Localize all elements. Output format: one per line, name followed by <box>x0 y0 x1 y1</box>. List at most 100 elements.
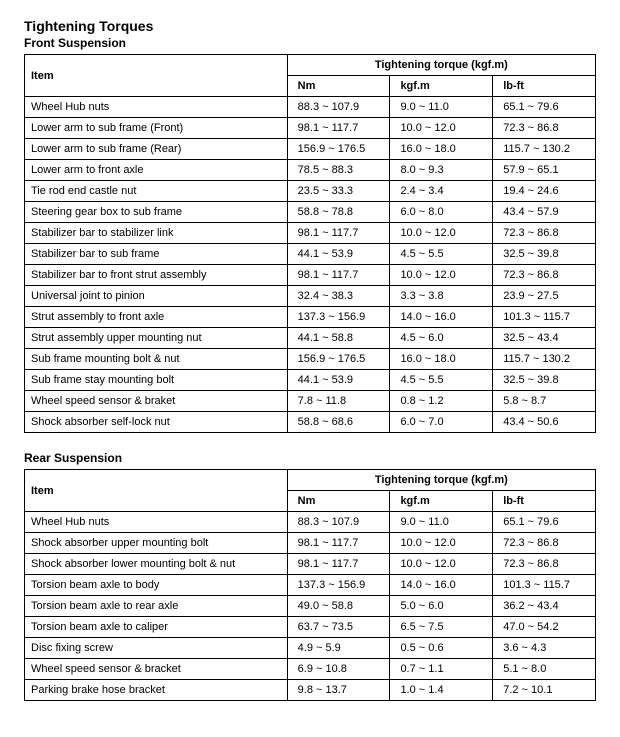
table-row: Tie rod end castle nut23.5 ~ 33.32.4 ~ 3… <box>25 181 596 202</box>
cell-nm: 98.1 ~ 117.7 <box>287 265 390 286</box>
cell-nm: 98.1 ~ 117.7 <box>287 533 390 554</box>
table-row: Lower arm to sub frame (Front)98.1 ~ 117… <box>25 118 596 139</box>
table-row: Shock absorber self-lock nut58.8 ~ 68.66… <box>25 412 596 433</box>
col-header-item: Item <box>25 470 288 512</box>
cell-item: Parking brake hose bracket <box>25 680 288 701</box>
cell-item: Torsion beam axle to rear axle <box>25 596 288 617</box>
cell-lbft: 32.5 ~ 39.8 <box>493 244 596 265</box>
cell-kgfm: 9.0 ~ 11.0 <box>390 97 493 118</box>
cell-lbft: 7.2 ~ 10.1 <box>493 680 596 701</box>
cell-lbft: 19.4 ~ 24.6 <box>493 181 596 202</box>
cell-item: Strut assembly to front axle <box>25 307 288 328</box>
cell-item: Wheel Hub nuts <box>25 512 288 533</box>
cell-kgfm: 10.0 ~ 12.0 <box>390 118 493 139</box>
cell-nm: 156.9 ~ 176.5 <box>287 139 390 160</box>
cell-item: Shock absorber self-lock nut <box>25 412 288 433</box>
cell-lbft: 72.3 ~ 86.8 <box>493 265 596 286</box>
cell-kgfm: 16.0 ~ 18.0 <box>390 349 493 370</box>
cell-lbft: 57.9 ~ 65.1 <box>493 160 596 181</box>
cell-lbft: 72.3 ~ 86.8 <box>493 118 596 139</box>
cell-lbft: 36.2 ~ 43.4 <box>493 596 596 617</box>
cell-lbft: 115.7 ~ 130.2 <box>493 349 596 370</box>
cell-kgfm: 16.0 ~ 18.0 <box>390 139 493 160</box>
col-header-item: Item <box>25 55 288 97</box>
cell-lbft: 43.4 ~ 57.9 <box>493 202 596 223</box>
cell-nm: 9.8 ~ 13.7 <box>287 680 390 701</box>
cell-nm: 88.3 ~ 107.9 <box>287 512 390 533</box>
cell-kgfm: 6.0 ~ 7.0 <box>390 412 493 433</box>
cell-item: Wheel Hub nuts <box>25 97 288 118</box>
cell-lbft: 72.3 ~ 86.8 <box>493 533 596 554</box>
cell-lbft: 32.5 ~ 39.8 <box>493 370 596 391</box>
cell-lbft: 47.0 ~ 54.2 <box>493 617 596 638</box>
table-row: Stabilizer bar to stabilizer link98.1 ~ … <box>25 223 596 244</box>
cell-kgfm: 4.5 ~ 6.0 <box>390 328 493 349</box>
cell-lbft: 101.3 ~ 115.7 <box>493 575 596 596</box>
cell-kgfm: 3.3 ~ 3.8 <box>390 286 493 307</box>
cell-item: Lower arm to sub frame (Rear) <box>25 139 288 160</box>
table-row: Strut assembly upper mounting nut44.1 ~ … <box>25 328 596 349</box>
cell-kgfm: 4.5 ~ 5.5 <box>390 244 493 265</box>
cell-item: Torsion beam axle to caliper <box>25 617 288 638</box>
cell-kgfm: 14.0 ~ 16.0 <box>390 575 493 596</box>
cell-nm: 88.3 ~ 107.9 <box>287 97 390 118</box>
cell-kgfm: 4.5 ~ 5.5 <box>390 370 493 391</box>
section-title: Rear Suspension <box>24 451 596 465</box>
cell-item: Tie rod end castle nut <box>25 181 288 202</box>
cell-nm: 44.1 ~ 53.9 <box>287 244 390 265</box>
cell-item: Torsion beam axle to body <box>25 575 288 596</box>
table-row: Wheel speed sensor & bracket6.9 ~ 10.80.… <box>25 659 596 680</box>
cell-lbft: 65.1 ~ 79.6 <box>493 512 596 533</box>
table-row: Sub frame mounting bolt & nut156.9 ~ 176… <box>25 349 596 370</box>
cell-lbft: 72.3 ~ 86.8 <box>493 223 596 244</box>
table-row: Wheel Hub nuts88.3 ~ 107.99.0 ~ 11.065.1… <box>25 512 596 533</box>
col-header-group: Tightening torque (kgf.m) <box>287 470 595 491</box>
cell-nm: 137.3 ~ 156.9 <box>287 307 390 328</box>
cell-lbft: 43.4 ~ 50.6 <box>493 412 596 433</box>
table-row: Torsion beam axle to rear axle49.0 ~ 58.… <box>25 596 596 617</box>
cell-item: Stabilizer bar to stabilizer link <box>25 223 288 244</box>
table-row: Sub frame stay mounting bolt44.1 ~ 53.94… <box>25 370 596 391</box>
table-row: Strut assembly to front axle137.3 ~ 156.… <box>25 307 596 328</box>
cell-nm: 6.9 ~ 10.8 <box>287 659 390 680</box>
cell-nm: 156.9 ~ 176.5 <box>287 349 390 370</box>
cell-item: Universal joint to pinion <box>25 286 288 307</box>
cell-kgfm: 10.0 ~ 12.0 <box>390 265 493 286</box>
cell-nm: 49.0 ~ 58.8 <box>287 596 390 617</box>
table-row: Shock absorber lower mounting bolt & nut… <box>25 554 596 575</box>
cell-item: Lower arm to front axle <box>25 160 288 181</box>
cell-kgfm: 9.0 ~ 11.0 <box>390 512 493 533</box>
cell-nm: 23.5 ~ 33.3 <box>287 181 390 202</box>
cell-kgfm: 10.0 ~ 12.0 <box>390 533 493 554</box>
cell-item: Sub frame stay mounting bolt <box>25 370 288 391</box>
cell-nm: 98.1 ~ 117.7 <box>287 223 390 244</box>
cell-item: Stabilizer bar to front strut assembly <box>25 265 288 286</box>
cell-item: Steering gear box to sub frame <box>25 202 288 223</box>
cell-item: Disc fixing screw <box>25 638 288 659</box>
cell-nm: 4.9 ~ 5.9 <box>287 638 390 659</box>
cell-kgfm: 2.4 ~ 3.4 <box>390 181 493 202</box>
table-row: Wheel Hub nuts88.3 ~ 107.99.0 ~ 11.065.1… <box>25 97 596 118</box>
cell-nm: 7.8 ~ 11.8 <box>287 391 390 412</box>
col-header-group: Tightening torque (kgf.m) <box>287 55 595 76</box>
cell-item: Strut assembly upper mounting nut <box>25 328 288 349</box>
cell-nm: 98.1 ~ 117.7 <box>287 118 390 139</box>
cell-kgfm: 8.0 ~ 9.3 <box>390 160 493 181</box>
cell-kgfm: 0.7 ~ 1.1 <box>390 659 493 680</box>
cell-kgfm: 5.0 ~ 6.0 <box>390 596 493 617</box>
col-header-nm: Nm <box>287 491 390 512</box>
cell-item: Lower arm to sub frame (Front) <box>25 118 288 139</box>
page-title: Tightening Torques <box>24 18 596 34</box>
cell-nm: 98.1 ~ 117.7 <box>287 554 390 575</box>
cell-kgfm: 10.0 ~ 12.0 <box>390 223 493 244</box>
cell-lbft: 115.7 ~ 130.2 <box>493 139 596 160</box>
section-title: Front Suspension <box>24 36 596 50</box>
cell-item: Stabilizer bar to sub frame <box>25 244 288 265</box>
table-row: Steering gear box to sub frame58.8 ~ 78.… <box>25 202 596 223</box>
table-row: Shock absorber upper mounting bolt98.1 ~… <box>25 533 596 554</box>
cell-nm: 137.3 ~ 156.9 <box>287 575 390 596</box>
table-row: Stabilizer bar to sub frame44.1 ~ 53.94.… <box>25 244 596 265</box>
cell-lbft: 65.1 ~ 79.6 <box>493 97 596 118</box>
cell-lbft: 72.3 ~ 86.8 <box>493 554 596 575</box>
cell-nm: 44.1 ~ 58.8 <box>287 328 390 349</box>
